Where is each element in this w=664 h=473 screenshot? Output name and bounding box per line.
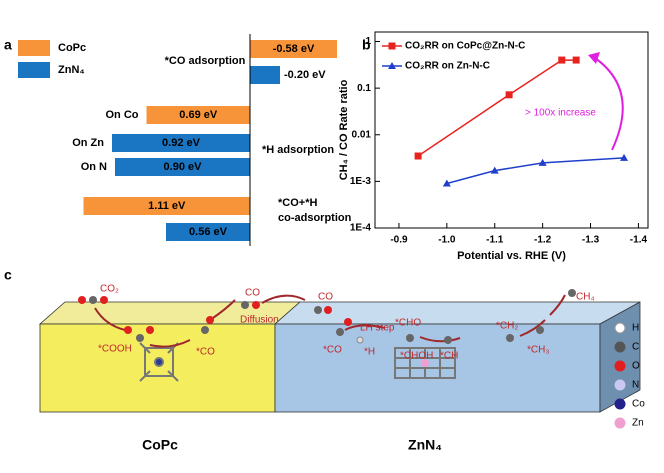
legend-atom (614, 360, 626, 372)
arrow-head (588, 52, 600, 64)
legend-label: CO₂RR on Zn-N-C (405, 61, 490, 72)
legend-swatch (18, 62, 50, 78)
species-label: LH step (360, 323, 395, 334)
value-label: 0.90 eV (164, 161, 203, 173)
value-label: 0.69 eV (179, 109, 218, 121)
marker (558, 56, 566, 64)
species-label: *CH₃ (527, 345, 549, 356)
marker (572, 56, 580, 64)
marker (505, 91, 513, 99)
x-tick-label: -1.0 (438, 235, 456, 246)
side-face (599, 301, 641, 413)
y-tick-label: 1E-4 (350, 223, 372, 234)
value-label: 1.11 eV (148, 200, 186, 212)
reaction-arrows (94, 294, 566, 348)
legend-atom (614, 322, 626, 334)
species-label: CH₄ (576, 292, 595, 303)
x-tick-label: -1.4 (630, 235, 648, 246)
species-label: *CH (440, 351, 458, 362)
marker (414, 152, 422, 160)
species-label: *CHOH (400, 351, 433, 362)
value-label: -0.20 eV (284, 69, 326, 81)
legend-label: ZnN₄ (58, 64, 85, 76)
value-label: 0.92 eV (162, 137, 201, 149)
legend-label: Zn (632, 418, 644, 429)
bar-label: On N (81, 161, 107, 173)
legend-marker (388, 42, 396, 50)
legend-atom (614, 379, 626, 391)
bar (250, 40, 337, 58)
species-label: CO (245, 288, 260, 299)
marker (538, 158, 547, 166)
x-tick-label: -1.3 (582, 235, 600, 246)
y-tick-label: 0.1 (357, 83, 371, 94)
x-axis-title: Potential vs. RHE (V) (457, 250, 566, 262)
panel-label: b (362, 37, 371, 53)
block-label: ZnN₄ (408, 437, 442, 453)
value-label: -0.58 eV (273, 43, 315, 55)
legend-label: CO₂RR on CoPc@Zn-N-C (405, 41, 525, 52)
species-label: *CH₂ (496, 321, 518, 332)
y-tick-label: 0.01 (352, 129, 372, 140)
legend-label: N (632, 380, 639, 391)
marker (442, 179, 451, 187)
annotation: *CO+*H (278, 197, 317, 209)
species-label: *CO (196, 347, 215, 358)
legend-swatch (18, 40, 50, 56)
bar-label: On Co (106, 109, 139, 121)
value-label: 0.56 eV (189, 226, 228, 238)
plot-frame (374, 31, 649, 229)
species-label: *COOH (98, 344, 132, 355)
y-tick-label: 1 (365, 36, 371, 47)
legend-label: Co (632, 399, 645, 410)
bar-label: On Zn (72, 137, 104, 149)
molecules (78, 289, 576, 344)
annotation: *H adsorption (262, 144, 334, 156)
block-label: CoPc (142, 437, 178, 453)
legend-atom (614, 341, 626, 353)
legend-label: H (632, 323, 639, 334)
bar (146, 106, 250, 124)
increase-arrow (594, 57, 624, 151)
legend-atom (614, 398, 626, 410)
panel-label: c (4, 267, 12, 283)
species-label: Diffusion (240, 315, 279, 326)
legend-atom (614, 417, 626, 429)
bar (83, 197, 250, 215)
x-tick-label: -0.9 (390, 235, 408, 246)
legend-marker (388, 62, 396, 69)
species-label: CO₂ (100, 284, 119, 295)
marker (490, 166, 499, 174)
annotation: > 100x increase (525, 108, 596, 119)
series-line (417, 59, 577, 157)
series-line (446, 157, 625, 185)
bar (112, 134, 250, 152)
annotation: co-adsorption (278, 212, 352, 224)
y-tick-label: 1E-3 (350, 176, 372, 187)
znn4-structure (394, 347, 456, 379)
annotation: *CO adsorption (165, 55, 246, 67)
catalyst-box (38, 301, 641, 413)
legend-label: CoPc (58, 42, 86, 54)
x-tick-label: -1.2 (534, 235, 552, 246)
bar (250, 66, 280, 84)
species-label: *H (364, 347, 375, 358)
bar (115, 158, 250, 176)
species-label: CO (318, 292, 333, 303)
bar (166, 223, 250, 241)
y-axis-title: CH₄ / CO Rate ratio (338, 79, 350, 180)
copc-block (39, 323, 276, 413)
x-tick-label: -1.1 (486, 235, 504, 246)
species-label: *CHO (395, 318, 421, 329)
legend-label: O (632, 361, 640, 372)
panel-label: a (4, 37, 12, 53)
legend-label: C (632, 342, 639, 353)
marker (620, 153, 629, 161)
species-label: *CO (323, 345, 342, 356)
copc-structure (139, 342, 179, 382)
